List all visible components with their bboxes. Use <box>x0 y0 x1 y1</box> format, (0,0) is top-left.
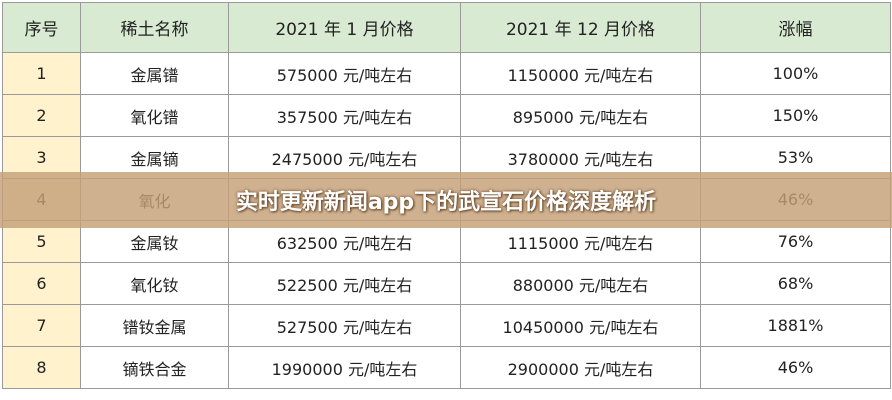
banner: 实时更新新闻app下的武宣石价格深度解析 <box>0 172 892 228</box>
table-cell: 880000 元/吨左右 <box>460 262 701 305</box>
table-row: 8 镝铁合金 1990000 元/吨左右 2900000 元/吨左右 46% <box>2 346 891 389</box>
header-cell: 序号 <box>2 2 81 53</box>
table-row: 6 氧化钕 522500 元/吨左右 880000 元/吨左右 68% <box>2 262 891 305</box>
table-row: 2 氧化镨 357500 元/吨左右 895000 元/吨左右 150% <box>2 94 891 137</box>
table-cell: 1990000 元/吨左右 <box>228 346 461 389</box>
table-cell: 1 <box>2 52 81 95</box>
table-cell: 氧化镨 <box>80 94 229 137</box>
table-cell: 镨钕金属 <box>80 304 229 347</box>
table-row: 1 金属镨 575000 元/吨左右 1150000 元/吨左右 100% <box>2 52 891 95</box>
table-cell: 2475000 元/吨左右 <box>228 136 461 179</box>
header-cell: 稀土名称 <box>80 2 229 53</box>
banner-title: 实时更新新闻app下的武宣石价格深度解析 <box>235 190 657 215</box>
table-cell: 527500 元/吨左右 <box>228 304 461 347</box>
table-cell: 6 <box>2 262 81 305</box>
table-cell: 金属镝 <box>80 136 229 179</box>
table-cell: 895000 元/吨左右 <box>460 94 701 137</box>
table-cell: 3 <box>2 136 81 179</box>
table-row: 7 镨钕金属 527500 元/吨左右 10450000 元/吨左右 1881% <box>2 304 891 347</box>
table-cell: 2 <box>2 94 81 137</box>
table-cell: 2900000 元/吨左右 <box>460 346 701 389</box>
table-cell: 522500 元/吨左右 <box>228 262 461 305</box>
table-cell: 150% <box>700 94 891 137</box>
table-cell: 7 <box>2 304 81 347</box>
table-cell: 镝铁合金 <box>80 346 229 389</box>
table-cell: 1150000 元/吨左右 <box>460 52 701 95</box>
table-cell: 8 <box>2 346 81 389</box>
table-cell: 357500 元/吨左右 <box>228 94 461 137</box>
header-cell: 2021 年 1 月价格 <box>228 2 461 53</box>
header-row: 序号 稀土名称 2021 年 1 月价格 2021 年 12 月价格 涨幅 <box>2 2 891 53</box>
table-cell: 575000 元/吨左右 <box>228 52 461 95</box>
table-cell: 68% <box>700 262 891 305</box>
header-cell: 涨幅 <box>700 2 891 53</box>
table-cell: 1881% <box>700 304 891 347</box>
table-cell: 46% <box>700 346 891 389</box>
table-cell: 氧化钕 <box>80 262 229 305</box>
table-cell: 3780000 元/吨左右 <box>460 136 701 179</box>
table-row: 3 金属镝 2475000 元/吨左右 3780000 元/吨左右 53% <box>2 136 891 179</box>
table-cell: 100% <box>700 52 891 95</box>
table-cell: 10450000 元/吨左右 <box>460 304 701 347</box>
header-cell: 2021 年 12 月价格 <box>460 2 701 53</box>
table-cell: 金属镨 <box>80 52 229 95</box>
